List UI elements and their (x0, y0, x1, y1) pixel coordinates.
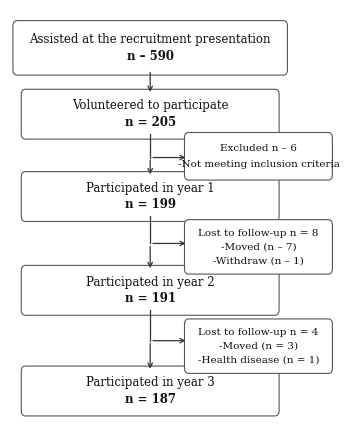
Text: -Withdraw (n – 1): -Withdraw (n – 1) (213, 256, 304, 265)
Text: n = 199: n = 199 (125, 198, 176, 211)
Text: -Not meeting inclusion criteria: -Not meeting inclusion criteria (178, 160, 339, 169)
Text: n – 590: n – 590 (127, 50, 174, 63)
FancyBboxPatch shape (21, 89, 279, 139)
FancyBboxPatch shape (185, 319, 332, 373)
Text: n = 191: n = 191 (125, 292, 176, 305)
Text: Assisted at the recruitment presentation: Assisted at the recruitment presentation (29, 33, 271, 46)
Text: -Moved (n – 7): -Moved (n – 7) (221, 242, 296, 251)
Text: -Health disease (n = 1): -Health disease (n = 1) (198, 355, 319, 364)
FancyBboxPatch shape (21, 265, 279, 315)
Text: n = 205: n = 205 (125, 116, 176, 129)
Text: Lost to follow-up n = 8: Lost to follow-up n = 8 (198, 228, 319, 237)
Text: Participated in year 1: Participated in year 1 (86, 182, 214, 195)
FancyBboxPatch shape (21, 366, 279, 416)
Text: Participated in year 2: Participated in year 2 (86, 276, 214, 289)
Text: Volunteered to participate: Volunteered to participate (72, 99, 228, 112)
Text: Excluded n – 6: Excluded n – 6 (220, 143, 297, 153)
Text: Lost to follow-up n = 4: Lost to follow-up n = 4 (198, 328, 319, 337)
Text: Participated in year 3: Participated in year 3 (86, 376, 214, 389)
FancyBboxPatch shape (13, 21, 287, 75)
Text: n = 187: n = 187 (125, 393, 176, 406)
Text: -Moved (n = 3): -Moved (n = 3) (219, 342, 298, 351)
FancyBboxPatch shape (185, 220, 332, 274)
FancyBboxPatch shape (185, 133, 332, 180)
FancyBboxPatch shape (21, 172, 279, 221)
